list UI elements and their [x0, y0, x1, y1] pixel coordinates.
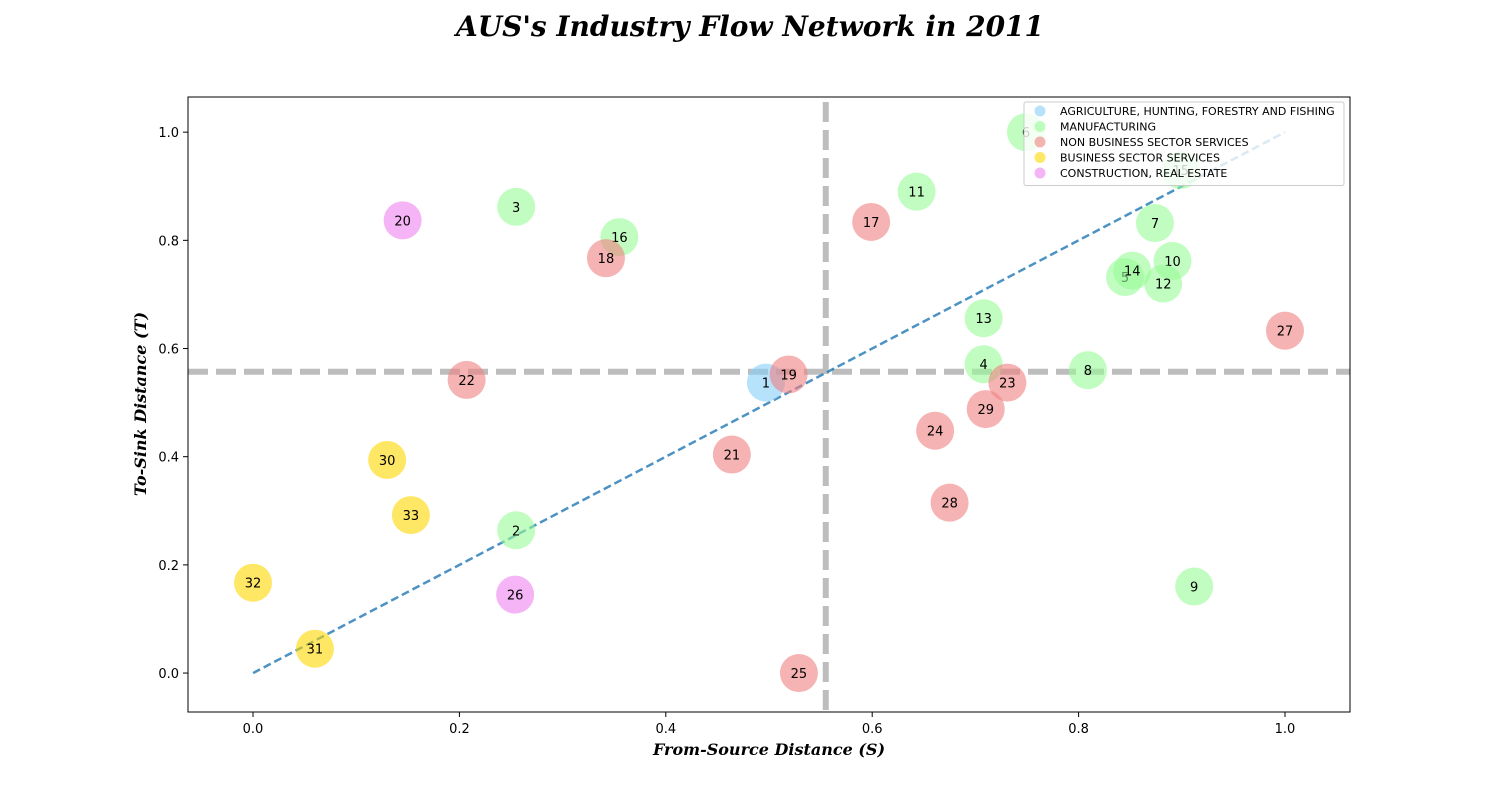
scatter-point [234, 563, 273, 602]
x-axis-label: From-Source Distance (S) [652, 740, 885, 759]
point-label: 11 [908, 186, 925, 201]
y-tick-label: 0.8 [158, 234, 179, 249]
y-tick-label: 0.2 [158, 559, 179, 574]
point-label: 29 [977, 403, 994, 418]
scatter-point [1135, 204, 1174, 243]
legend-marker [1034, 152, 1046, 163]
point-label: 18 [598, 252, 615, 267]
point-label: 21 [724, 449, 741, 464]
point-label: 24 [927, 425, 944, 440]
legend-box [1023, 101, 1345, 186]
x-tick-label: 0.0 [243, 722, 264, 737]
scatter-point [497, 511, 536, 550]
point-label: 4 [980, 358, 988, 373]
scatter-point [930, 483, 969, 522]
legend-entry: MANUFACTURING [1060, 121, 1156, 134]
x-tick-label: 0.6 [862, 722, 883, 737]
scatter-point [916, 411, 955, 450]
point-label: 17 [863, 216, 880, 231]
point-label: 2 [512, 524, 520, 539]
axes-frame [187, 96, 1351, 713]
x-tick-label: 0.4 [655, 722, 676, 737]
axes: 0.0 0.2 0.4 0.6 0.8 1.0 0.0 0.2 0.4 0.6 0.8 1.0 [158, 96, 1351, 737]
scatter-point [391, 496, 430, 535]
legend: AGRICULTURE, HUNTING, FORESTRY AND FISHI… [1023, 101, 1345, 186]
point-label: 23 [999, 377, 1016, 392]
legend-marker [1034, 121, 1046, 132]
point-label: 27 [1277, 325, 1294, 340]
scatter-point [769, 355, 808, 394]
point-label: 1 [762, 377, 770, 392]
x-tick-label: 1.0 [1275, 722, 1296, 737]
x-tick-label: 0.8 [1068, 722, 1089, 737]
legend-entry: BUSINESS SECTOR SERVICES [1060, 152, 1220, 165]
point-label: 25 [791, 667, 808, 682]
legend-marker [1034, 167, 1046, 179]
legend-entry: NON BUSINESS SECTOR SERVICES [1060, 136, 1249, 149]
point-label: 7 [1151, 217, 1159, 232]
scatter-point [1265, 311, 1304, 350]
legend-marker [1034, 105, 1046, 117]
scatter-point [497, 187, 536, 226]
scatter-point [1144, 264, 1183, 303]
scatter-point [964, 299, 1003, 338]
scatter-point [383, 201, 422, 240]
scatter-point [966, 390, 1005, 429]
chart-title: AUS's Industry Flow Network in 2011 [453, 10, 1044, 43]
scatter-point [779, 654, 818, 693]
point-label: 30 [379, 454, 396, 469]
scatter-point [897, 172, 936, 211]
scatter-point [712, 435, 751, 474]
scatter-point [447, 360, 486, 399]
y-tick-label: 0.0 [158, 667, 179, 682]
scatter-point [586, 239, 625, 278]
y-axis-label: To-Sink Distance (T) [131, 312, 150, 496]
point-label: 12 [1155, 278, 1172, 293]
point-label: 8 [1084, 364, 1092, 379]
point-label: 28 [941, 497, 958, 512]
legend-marker [1034, 136, 1046, 148]
point-label: 22 [458, 374, 475, 389]
scatter-point [295, 629, 334, 668]
scatter-point [1175, 567, 1214, 606]
point-label: 31 [307, 643, 324, 658]
point-label: 26 [507, 589, 524, 604]
point-label: 9 [1190, 581, 1198, 596]
scatter-point [988, 363, 1027, 402]
scatter-point [1113, 251, 1152, 290]
y-tick-label: 0.4 [158, 451, 179, 466]
diagonal-reference-line [252, 131, 1286, 675]
scatter-point [368, 440, 407, 479]
y-tick-label: 0.6 [158, 343, 179, 358]
point-label: 3 [512, 201, 520, 216]
plot-area: 1234567891011121314151617181921222324252… [188, 102, 1350, 712]
scatter-point [496, 575, 535, 614]
y-tick-label: 1.0 [158, 126, 179, 141]
legend-entry: AGRICULTURE, HUNTING, FORESTRY AND FISHI… [1060, 105, 1335, 118]
legend-entry: CONSTRUCTION, REAL ESTATE [1060, 167, 1227, 180]
point-label: 20 [394, 214, 411, 229]
scatter-point [1068, 351, 1107, 390]
point-label: 33 [403, 509, 420, 524]
scatter-point [852, 202, 891, 241]
point-label: 13 [975, 312, 992, 327]
point-label: 14 [1124, 265, 1141, 280]
x-tick-label: 0.2 [449, 722, 470, 737]
point-label: 19 [780, 368, 797, 383]
point-label: 32 [245, 577, 262, 592]
